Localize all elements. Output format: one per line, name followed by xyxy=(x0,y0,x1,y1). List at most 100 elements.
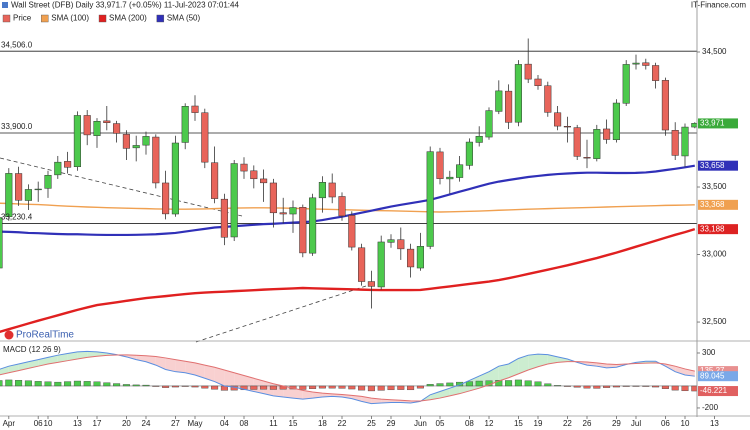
candle-body xyxy=(603,128,611,140)
x-tick-label: 26 xyxy=(583,419,592,428)
candle-body xyxy=(211,162,219,199)
candle-body xyxy=(573,127,581,157)
macd-histogram-bar xyxy=(505,380,513,387)
macd-fill xyxy=(38,357,48,367)
level-label: 34,506.0 xyxy=(1,40,33,49)
candle-body xyxy=(544,85,552,113)
candle-body xyxy=(514,64,522,123)
candle-body xyxy=(632,62,640,65)
value-box-label: 89.045 xyxy=(700,371,725,380)
macd-fill xyxy=(195,362,205,379)
brand: IT-Finance.com xyxy=(691,1,746,10)
macd-fill xyxy=(224,370,235,388)
x-tick-label: 19 xyxy=(534,419,543,428)
candle-body xyxy=(181,106,189,143)
candle-body xyxy=(318,182,326,199)
value-box-label: 33,971 xyxy=(700,119,725,128)
macd-title: MACD (12 26 9) xyxy=(3,345,61,354)
candle-body xyxy=(338,196,346,217)
macd-fill xyxy=(518,355,529,374)
candle-body xyxy=(230,163,238,238)
macd-fill xyxy=(440,388,450,399)
legend-label: SMA (50) xyxy=(167,14,201,23)
macd-histogram-bar xyxy=(338,385,346,389)
macd-fill xyxy=(204,365,215,382)
x-tick-label: 18 xyxy=(318,419,327,428)
sma-line xyxy=(0,227,696,333)
candle-body xyxy=(24,189,32,201)
candle-body xyxy=(113,123,121,134)
candle-body xyxy=(191,105,199,113)
macd-histogram-bar xyxy=(534,381,542,387)
macd-histogram-bar xyxy=(269,385,277,390)
plot-area xyxy=(0,38,697,405)
macd-histogram-bar xyxy=(113,383,121,387)
candle-body xyxy=(426,151,434,247)
macd-histogram-bar xyxy=(681,385,689,392)
macd-histogram-bar xyxy=(416,385,424,389)
legend-label: SMA (100) xyxy=(51,14,89,23)
macd-fill xyxy=(0,366,9,375)
x-tick-label: 15 xyxy=(514,419,523,428)
macd-histogram-bar xyxy=(661,385,669,389)
candle-body xyxy=(691,123,697,128)
x-tick-label: May xyxy=(187,419,202,428)
value-box-label: 33,658 xyxy=(700,161,725,170)
candle-body xyxy=(279,212,287,215)
macd-histogram-bar xyxy=(0,380,3,387)
macd-histogram-bar xyxy=(603,385,611,388)
macd-histogram-bar xyxy=(318,385,326,389)
macd-fill xyxy=(18,361,29,371)
macd-line xyxy=(0,350,695,405)
candle-body xyxy=(485,110,493,138)
macd-fill xyxy=(8,363,19,373)
macd-fill xyxy=(234,372,244,390)
macd-fill xyxy=(214,367,225,386)
macd-fill xyxy=(557,356,568,363)
macd-fill xyxy=(165,357,176,372)
macd-fill xyxy=(293,388,303,400)
macd-histogram-bar xyxy=(583,385,591,389)
macd-fill xyxy=(498,363,509,382)
macd-histogram-bar xyxy=(475,380,483,387)
candle-body xyxy=(328,182,336,198)
macd-fill xyxy=(312,392,323,399)
x-tick-label: 12 xyxy=(485,419,494,428)
candle-body xyxy=(250,170,258,180)
macd-histogram-bar xyxy=(309,385,317,389)
x-tick-label: 08 xyxy=(240,419,249,428)
candle-body xyxy=(83,115,91,136)
candle-body xyxy=(436,151,444,179)
x-tick-label: 15 xyxy=(289,419,298,428)
legend-swatch xyxy=(156,14,165,23)
level-label: 33,900.0 xyxy=(1,122,33,131)
candle-body xyxy=(446,176,454,180)
macd-histogram-bar xyxy=(328,385,336,389)
macd-histogram-bar xyxy=(201,385,209,389)
x-tick-label: 29 xyxy=(387,419,396,428)
macd-fill xyxy=(547,354,558,364)
candle-body xyxy=(73,115,81,168)
macd-histogram-bar xyxy=(436,383,444,387)
x-tick-label: 17 xyxy=(93,419,102,428)
macd-histogram-bar xyxy=(632,385,640,387)
sma-line xyxy=(0,202,695,213)
candle-body xyxy=(554,112,562,127)
macd-histogram-bar xyxy=(397,385,405,390)
macd-histogram-bar xyxy=(367,385,375,392)
candle-body xyxy=(15,173,23,201)
macd-histogram-bar xyxy=(142,384,150,387)
candle-body xyxy=(377,241,385,288)
candle-body xyxy=(387,239,395,243)
macd-histogram-bar xyxy=(299,385,307,390)
x-tick-label: 27 xyxy=(171,419,180,428)
macd-histogram-bar xyxy=(93,381,101,387)
macd-fill xyxy=(351,395,362,402)
macd-fill xyxy=(155,356,166,370)
x-tick-label: 10 xyxy=(681,419,690,428)
candle-body xyxy=(142,136,150,146)
candle-body xyxy=(93,121,101,136)
candle-body xyxy=(671,130,679,156)
level-label: 33,230.4 xyxy=(1,213,33,222)
